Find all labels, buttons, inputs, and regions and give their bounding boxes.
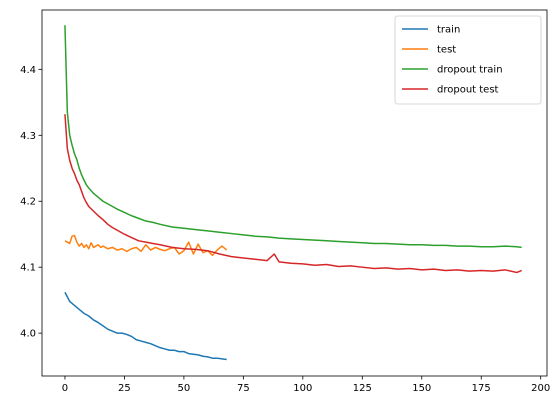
x-tick-label: 200 (531, 383, 550, 394)
series-line-dropout-test (64, 114, 522, 274)
y-tick-label: 4.3 (20, 131, 36, 142)
legend-label: test (437, 45, 456, 56)
legend-box (394, 15, 542, 105)
series-line-dropout-train (64, 25, 522, 249)
x-tick-label: 125 (353, 383, 372, 394)
x-tick-label: 100 (293, 383, 312, 394)
x-tick-label: 25 (118, 383, 131, 394)
x-tick-label: 50 (178, 383, 191, 394)
x-axis: 0 25 50 75 100 125 150 175 200 (62, 376, 550, 394)
legend-label: dropout test (437, 85, 499, 96)
series-line-test (64, 234, 228, 257)
x-tick-label: 150 (412, 383, 431, 394)
x-tick-label: 75 (237, 383, 250, 394)
axes-frame (41, 9, 548, 377)
y-axis: 4.0 4.1 4.2 4.3 4.4 (20, 65, 42, 340)
x-tick-label: 175 (472, 383, 491, 394)
x-tick-label: 0 (62, 383, 68, 394)
legend: train test dropout train dropout test (394, 15, 542, 105)
y-tick-label: 4.4 (20, 65, 36, 76)
legend-label: train (437, 25, 460, 36)
y-tick-label: 4.1 (20, 263, 36, 274)
series-line-train (64, 291, 227, 361)
y-tick-label: 4.2 (20, 197, 36, 208)
legend-label: dropout train (437, 65, 503, 76)
y-tick-label: 4.0 (20, 329, 36, 340)
series-layer (64, 25, 522, 361)
